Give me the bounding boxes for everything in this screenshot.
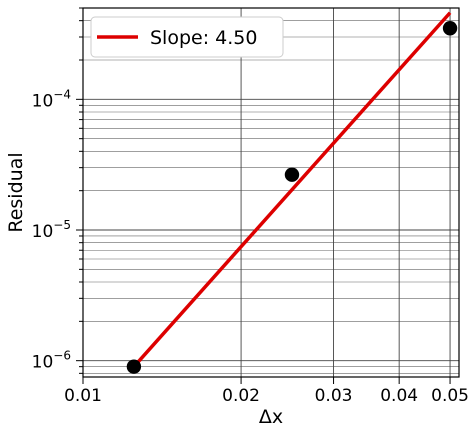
data-point [284, 167, 300, 182]
x-tick-label: 0.02 [222, 386, 260, 406]
y-tick-label: 10−5 [32, 218, 71, 242]
series-layer [126, 11, 458, 374]
x-tick-label: 0.05 [431, 386, 469, 406]
legend: Slope: 4.50 [90, 16, 284, 58]
x-axis-label: Δx [259, 406, 283, 428]
x-tick-label: 0.03 [315, 386, 353, 406]
data-point [126, 359, 142, 374]
y-tick-label: 10−4 [32, 87, 71, 111]
tick-layer: 0.01 0.02 0.03 0.04 0.05 10−6 10−5 10−4 [32, 7, 469, 406]
x-tick-label: 0.04 [380, 386, 418, 406]
y-axis-label: Residual [5, 152, 27, 232]
fit-line [132, 11, 452, 368]
plot-frame [82, 7, 460, 378]
legend-box [90, 16, 284, 58]
legend-label: Slope: 4.50 [150, 27, 257, 49]
x-tick-label: 0.01 [64, 386, 102, 406]
data-point [442, 21, 458, 36]
y-tick-label: 10−6 [32, 349, 71, 373]
